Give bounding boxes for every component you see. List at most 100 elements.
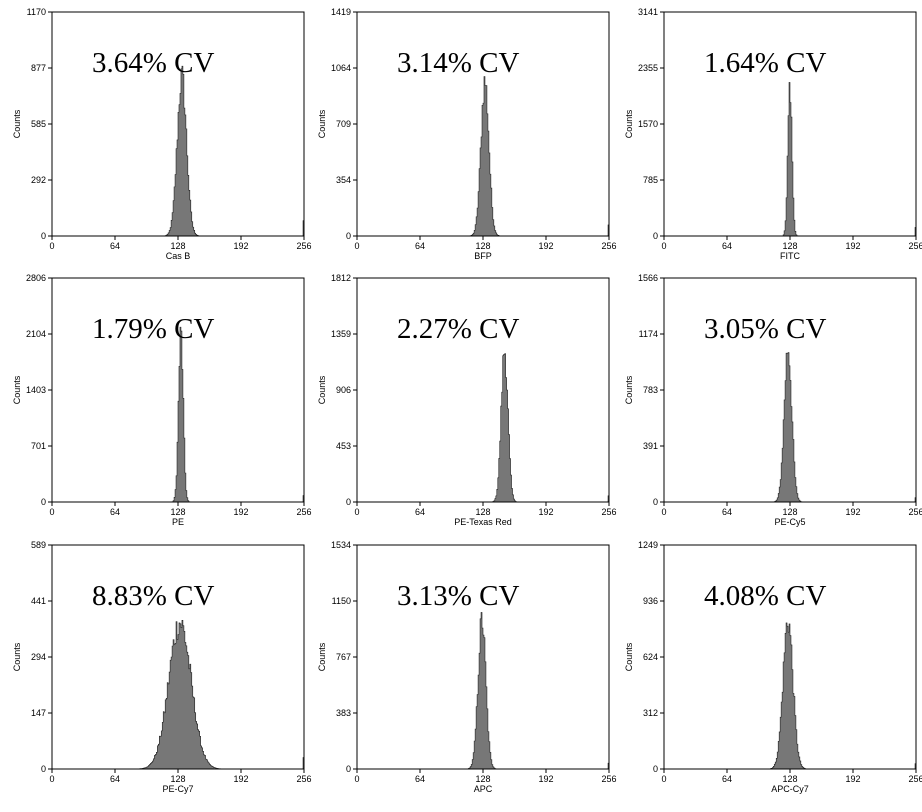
- y-axis-title: Counts: [624, 642, 634, 671]
- y-tick-label: 1566: [638, 273, 658, 283]
- y-tick-label: 0: [41, 764, 46, 774]
- y-tick-label: 294: [31, 652, 46, 662]
- plot-frame: [356, 277, 610, 503]
- histogram-panel: 0 64 128 192 256 0 292 585 877 1170 Cas B Counts 3.6…: [12, 7, 312, 261]
- histogram-panel: 0 64 128 192 256 0 147 294 441 589 PE-Cy7 Counts 8.8…: [12, 540, 312, 794]
- x-tick-label: 0: [354, 507, 359, 517]
- y-tick-label: 589: [31, 540, 46, 550]
- x-tick-label: 64: [415, 774, 425, 784]
- cv-annotation: 3.05% CV: [704, 313, 827, 345]
- y-tick-label: 701: [31, 441, 46, 451]
- x-tick-label: 64: [722, 774, 732, 784]
- y-tick-label: 1419: [331, 7, 351, 17]
- y-axis-title: Counts: [12, 109, 22, 138]
- x-tick-label: 256: [908, 774, 922, 784]
- y-tick-label: 585: [31, 119, 46, 129]
- histogram-panel: 0 64 128 192 256 0 312 624 936 1249 APC-Cy7 Counts 4…: [624, 540, 922, 794]
- y-tick-label: 1359: [331, 329, 351, 339]
- x-tick-label: 128: [170, 774, 185, 784]
- histogram-panel: 0 64 128 192 256 0 354 709 1064 1419 BFP Counts 3.14…: [317, 7, 617, 261]
- histogram-area: [664, 82, 917, 237]
- x-tick-label: 64: [110, 774, 120, 784]
- x-tick-label: 256: [908, 507, 922, 517]
- x-tick-label: 192: [233, 507, 248, 517]
- x-tick-label: 128: [170, 241, 185, 251]
- y-tick-label: 383: [336, 708, 351, 718]
- y-tick-label: 1150: [332, 596, 351, 606]
- x-tick-label: 256: [601, 241, 616, 251]
- y-tick-label: 391: [643, 441, 658, 451]
- y-tick-label: 453: [336, 441, 351, 451]
- y-axis-title: Counts: [624, 109, 634, 138]
- y-tick-label: 624: [643, 652, 658, 662]
- y-tick-label: 354: [336, 175, 351, 185]
- x-tick-label: 192: [233, 241, 248, 251]
- x-tick-label: 64: [415, 507, 425, 517]
- x-tick-label: 256: [601, 774, 616, 784]
- x-tick-label: 256: [908, 241, 922, 251]
- y-tick-label: 1064: [331, 63, 351, 73]
- x-tick-label: 192: [538, 774, 553, 784]
- y-tick-label: 147: [31, 708, 46, 718]
- histogram-area: [52, 620, 305, 770]
- cv-annotation: 4.08% CV: [704, 580, 827, 612]
- y-tick-label: 0: [346, 497, 351, 507]
- y-tick-label: 0: [41, 497, 46, 507]
- cv-annotation: 3.64% CV: [92, 47, 215, 79]
- y-tick-label: 877: [31, 63, 46, 73]
- cv-annotation: 1.64% CV: [704, 47, 827, 79]
- x-tick-label: 128: [782, 507, 797, 517]
- y-tick-label: 2104: [26, 329, 46, 339]
- cv-annotation: 2.27% CV: [397, 313, 520, 345]
- x-tick-label: 64: [110, 507, 120, 517]
- x-tick-label: 128: [782, 774, 797, 784]
- x-tick-label: 0: [661, 774, 666, 784]
- y-tick-label: 0: [346, 231, 351, 241]
- histogram-panel: 0 64 128 192 256 0 701 1403 2104 2806 PE Counts 1.79…: [12, 273, 312, 527]
- y-tick-label: 1403: [26, 385, 46, 395]
- x-tick-label: 64: [722, 507, 732, 517]
- y-tick-label: 1174: [639, 329, 658, 339]
- y-tick-label: 0: [653, 231, 658, 241]
- y-axis-title: Counts: [12, 642, 22, 671]
- x-tick-label: 256: [296, 774, 311, 784]
- x-axis-title: PE-Cy7: [162, 784, 193, 794]
- x-tick-label: 64: [110, 241, 120, 251]
- y-tick-label: 2355: [638, 63, 658, 73]
- x-tick-label: 128: [475, 241, 490, 251]
- y-tick-label: 0: [346, 764, 351, 774]
- x-tick-label: 128: [475, 774, 490, 784]
- cv-annotation: 1.79% CV: [92, 313, 215, 345]
- y-axis-title: Counts: [317, 642, 327, 671]
- x-tick-label: 64: [415, 241, 425, 251]
- histogram-area: [52, 65, 305, 237]
- histogram-area: [664, 352, 917, 503]
- y-tick-label: 1534: [331, 540, 351, 550]
- x-tick-label: 256: [601, 507, 616, 517]
- x-axis-title: PE-Cy5: [774, 517, 805, 527]
- histogram-area: [357, 612, 610, 770]
- y-tick-label: 936: [643, 596, 658, 606]
- y-tick-label: 312: [643, 708, 658, 718]
- y-tick-label: 3141: [638, 7, 658, 17]
- x-tick-label: 0: [661, 507, 666, 517]
- x-tick-label: 128: [782, 241, 797, 251]
- histogram-area: [357, 353, 610, 503]
- y-tick-label: 709: [336, 119, 351, 129]
- x-tick-label: 192: [845, 507, 860, 517]
- x-axis-title: Cas B: [166, 251, 191, 261]
- x-tick-label: 192: [845, 241, 860, 251]
- y-tick-label: 906: [336, 385, 351, 395]
- x-tick-label: 128: [170, 507, 185, 517]
- cv-annotation: 3.14% CV: [397, 47, 520, 79]
- cv-annotation: 8.83% CV: [92, 580, 215, 612]
- x-tick-label: 0: [354, 774, 359, 784]
- histogram-panel: 0 64 128 192 256 0 785 1570 2355 3141 FITC Counts 1.…: [624, 7, 922, 261]
- y-axis-title: Counts: [317, 375, 327, 404]
- y-tick-label: 0: [653, 497, 658, 507]
- x-axis-title: APC-Cy7: [771, 784, 809, 794]
- y-axis-title: Counts: [12, 375, 22, 404]
- y-tick-label: 2806: [26, 273, 46, 283]
- y-tick-label: 783: [643, 385, 658, 395]
- y-tick-label: 1570: [638, 119, 658, 129]
